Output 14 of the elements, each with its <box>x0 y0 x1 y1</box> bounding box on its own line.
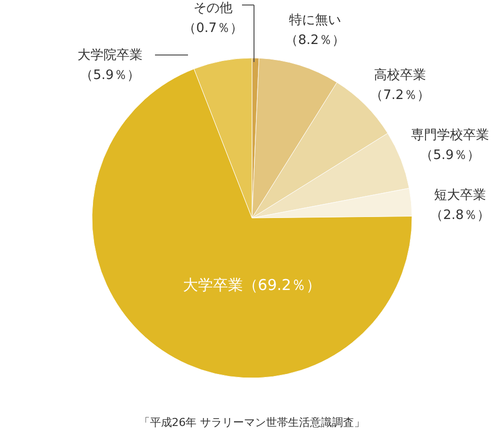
slice-label: 高校卒業 <box>374 67 426 83</box>
slice-label: その他 <box>194 1 232 16</box>
data-label: （5.9％） <box>80 68 140 83</box>
data-label: （5.9％） <box>420 148 480 163</box>
data-label: （8.2％） <box>285 33 345 48</box>
slice-label: 特に無い <box>289 13 341 28</box>
data-label: （7.2％） <box>370 88 430 103</box>
data-label: （0.7％） <box>183 21 243 36</box>
slice-label: 専門学校卒業 <box>411 128 489 143</box>
slice-label: 短大卒業 <box>434 188 486 203</box>
text: 「平成26年 サラリーマン世帯生活意識調査」 <box>138 416 366 429</box>
slice-label: 大学院卒業 <box>78 48 142 63</box>
slice-label: 大学卒業（69.2％） <box>182 276 322 294</box>
data-label: （2.8％） <box>430 208 490 223</box>
